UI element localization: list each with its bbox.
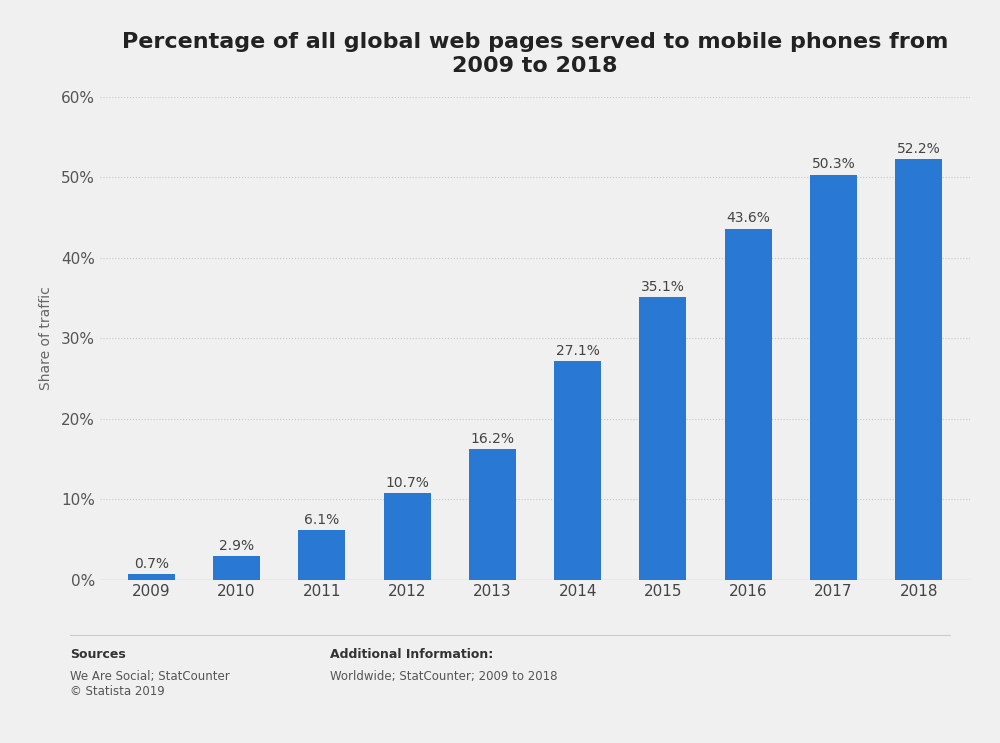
Text: 6.1%: 6.1%: [304, 513, 339, 528]
Text: 16.2%: 16.2%: [470, 432, 514, 446]
Bar: [384, 493, 431, 580]
Bar: [469, 449, 516, 580]
Bar: [279, 97, 364, 580]
Bar: [364, 97, 450, 580]
Bar: [298, 531, 345, 580]
Text: 10.7%: 10.7%: [385, 476, 429, 490]
Text: 43.6%: 43.6%: [726, 211, 770, 225]
Y-axis label: Share of traffic: Share of traffic: [39, 286, 53, 390]
Text: Sources: Sources: [70, 648, 126, 661]
Bar: [791, 97, 876, 580]
Title: Percentage of all global web pages served to mobile phones from
2009 to 2018: Percentage of all global web pages serve…: [122, 33, 948, 76]
Bar: [639, 297, 686, 580]
Bar: [725, 229, 772, 580]
Text: 52.2%: 52.2%: [897, 142, 941, 156]
Bar: [450, 97, 535, 580]
Bar: [620, 97, 706, 580]
Text: 35.1%: 35.1%: [641, 280, 685, 293]
Bar: [554, 361, 601, 580]
Bar: [128, 574, 175, 580]
Text: 27.1%: 27.1%: [556, 344, 600, 358]
Text: 50.3%: 50.3%: [812, 158, 855, 172]
Bar: [810, 175, 857, 580]
Bar: [895, 160, 942, 580]
Bar: [706, 97, 791, 580]
Text: 2.9%: 2.9%: [219, 539, 254, 553]
Bar: [213, 557, 260, 580]
Text: 0.7%: 0.7%: [134, 557, 169, 571]
Text: Additional Information:: Additional Information:: [330, 648, 493, 661]
Bar: [876, 97, 961, 580]
Text: © Statista 2019: © Statista 2019: [70, 685, 165, 698]
Bar: [194, 97, 279, 580]
Bar: [109, 97, 194, 580]
Text: We Are Social; StatCounter: We Are Social; StatCounter: [70, 670, 230, 683]
Text: Worldwide; StatCounter; 2009 to 2018: Worldwide; StatCounter; 2009 to 2018: [330, 670, 558, 683]
Bar: [535, 97, 620, 580]
